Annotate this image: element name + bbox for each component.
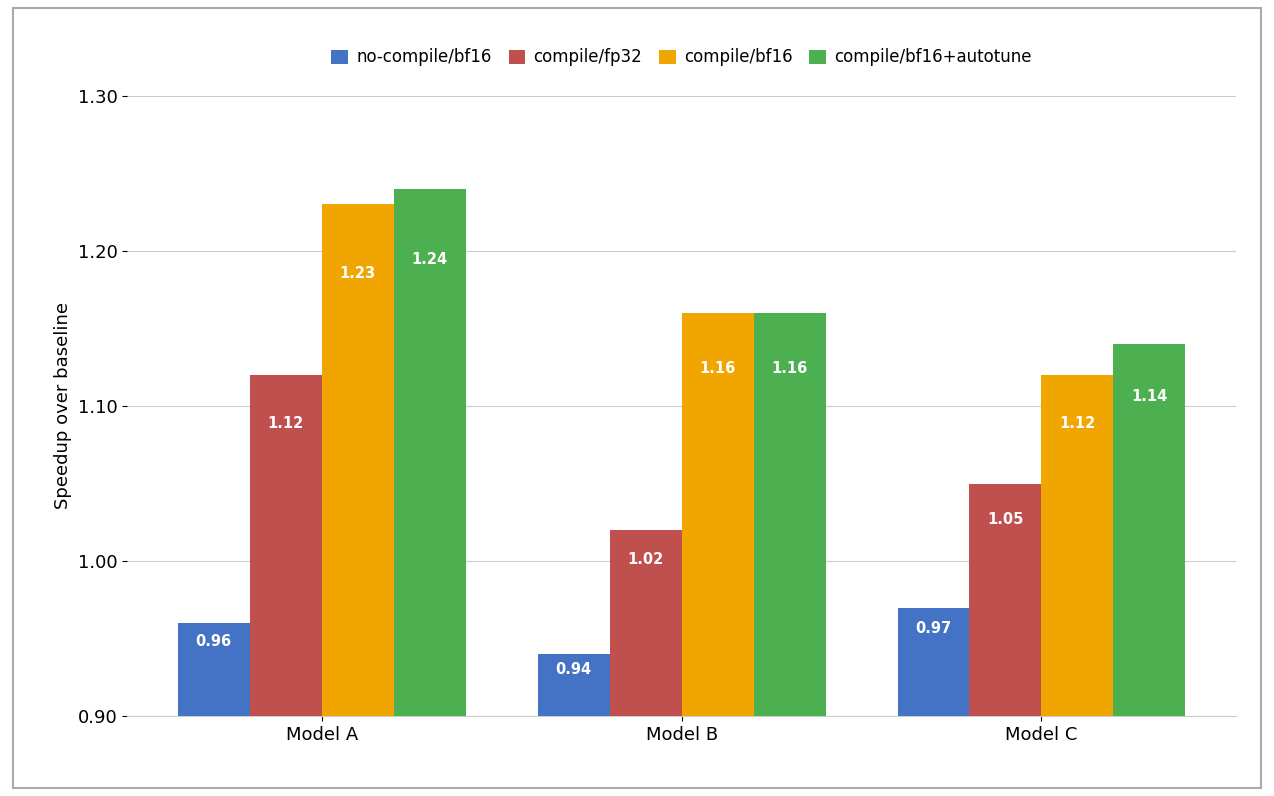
Bar	[250, 375, 322, 716]
Y-axis label: Speedup over baseline: Speedup over baseline	[55, 302, 73, 509]
Text: 1.02: 1.02	[628, 552, 664, 568]
Bar	[970, 484, 1041, 716]
Text: 1.16: 1.16	[699, 361, 735, 377]
Legend: no-compile/bf16, compile/fp32, compile/bf16, compile/bf16+autotune: no-compile/bf16, compile/fp32, compile/b…	[325, 41, 1038, 73]
Text: 1.16: 1.16	[772, 361, 808, 377]
Bar	[394, 189, 466, 716]
Bar	[897, 608, 970, 716]
Text: 0.94: 0.94	[555, 661, 591, 677]
Bar	[1041, 375, 1113, 716]
Text: 1.12: 1.12	[268, 416, 304, 431]
Text: 1.23: 1.23	[340, 266, 376, 281]
Bar	[178, 623, 250, 716]
Text: 0.96: 0.96	[196, 634, 232, 650]
Bar	[1113, 344, 1185, 716]
Text: 1.05: 1.05	[987, 512, 1023, 526]
Bar	[753, 313, 826, 716]
Text: 1.12: 1.12	[1059, 416, 1096, 431]
Bar	[538, 654, 610, 716]
Text: 0.97: 0.97	[916, 621, 952, 636]
Text: 1.14: 1.14	[1131, 388, 1167, 404]
Bar	[682, 313, 753, 716]
Text: 1.24: 1.24	[412, 252, 447, 267]
Bar	[610, 530, 682, 716]
Bar	[322, 205, 394, 716]
